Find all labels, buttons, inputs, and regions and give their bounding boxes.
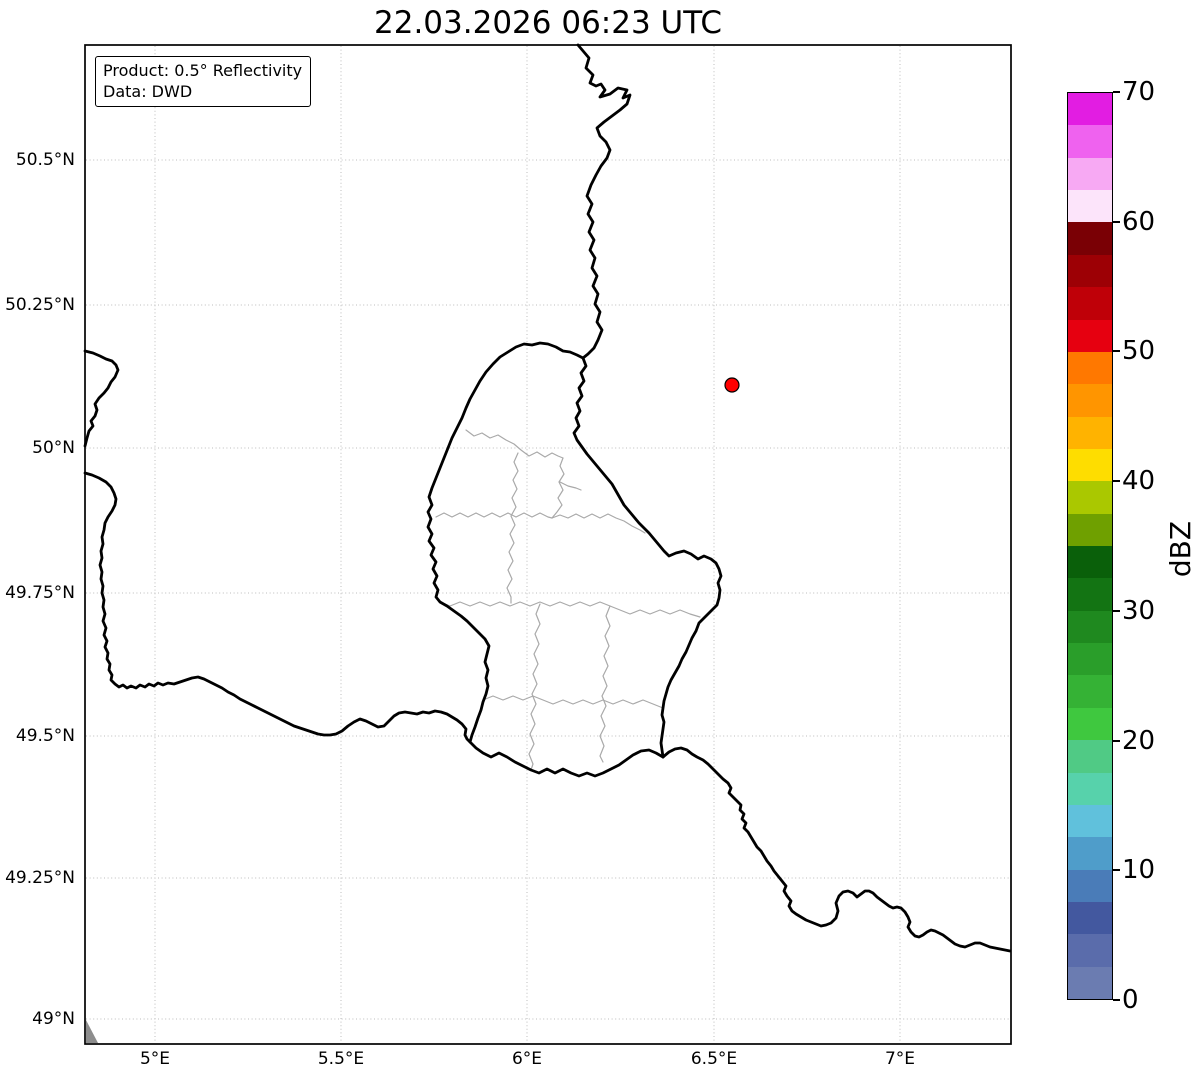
colorbar-tick [1113,91,1120,93]
country-borders [83,43,1012,953]
map-frame [84,44,1012,1045]
lon-tick-label: 5.5°E [317,1049,365,1069]
colorbar [1067,92,1113,1000]
colorbar-segment [1068,351,1112,385]
canton-borders [435,429,701,771]
canton-border-line [599,605,611,763]
radar-site-marker [724,377,740,393]
colorbar-segments [1068,93,1112,1000]
colorbar-segment [1068,966,1112,1000]
colorbar-segment [1068,643,1112,676]
colorbar-segment [1068,901,1112,935]
lat-tick-label: 50.5°N [15,150,75,170]
canton-border-line [439,601,701,618]
colorbar-tick-label: 30 [1122,596,1156,626]
country-border-fr-be-south [83,471,472,744]
lat-tick-label: 50°N [32,438,75,458]
colorbar-segment [1068,675,1112,708]
colorbar-segment [1068,546,1112,579]
colorbar-tick [1113,350,1120,352]
colorbar-segment [1068,934,1112,967]
canton-border-line [465,429,564,459]
colorbar-segment [1068,319,1112,352]
lat-tick-label: 49.25°N [5,868,75,888]
colorbar-tick-label: 10 [1122,855,1156,885]
colorbar-segment [1068,448,1112,482]
product-info-box: Product: 0.5° Reflectivity Data: DWD [95,56,312,107]
lat-tick-label: 49°N [32,1009,75,1029]
data-source-line: Data: DWD [103,82,193,101]
colorbar-segment [1068,157,1112,191]
canton-border-line [435,512,553,519]
lon-tick-label: 6.5°E [690,1049,738,1069]
colorbar-tick-label: 20 [1122,726,1156,756]
colorbar-tick [1113,221,1120,223]
colorbar-segment [1068,578,1112,611]
colorbar-tick [1113,999,1120,1001]
country-border-fr-de [661,746,1012,953]
colorbar-tick-label: 50 [1122,336,1156,366]
colorbar-segment [1068,384,1112,417]
colorbar-segment [1068,707,1112,741]
figure-title: 22.03.2026 06:23 UTC [374,5,722,41]
colorbar-segment [1068,190,1112,223]
colorbar-segment [1068,254,1112,288]
graticule-gridlines [86,46,1010,1043]
colorbar-segment [1068,610,1112,644]
lat-tick-label: 49.5°N [15,726,75,746]
colorbar-segment [1068,125,1112,158]
colorbar-segment [1068,513,1112,547]
country-border-luxembourg-west [426,341,665,778]
canton-border-line [551,457,565,519]
canton-border-line [559,481,582,491]
colorbar-tick-label: 70 [1122,77,1156,107]
canton-border-line [551,513,646,534]
colorbar-axis-label: dBZ [1164,520,1197,578]
lon-tick-label: 6°E [511,1049,543,1069]
colorbar-tick-label: 60 [1122,207,1156,237]
country-border-luxembourg-east [572,356,723,759]
country-border-fr-be-north [83,349,120,448]
canton-border-line [482,695,664,709]
lat-tick-label: 50.25°N [5,295,75,315]
lat-tick-label: 49.75°N [5,583,75,603]
corner-border-sliver [86,1020,98,1043]
canton-border-line [506,452,519,604]
canton-border-line [528,603,541,771]
colorbar-tick [1113,480,1120,482]
colorbar-tick [1113,869,1120,871]
colorbar-tick-label: 0 [1122,985,1139,1015]
colorbar-segment [1068,481,1112,514]
colorbar-segment [1068,93,1112,126]
colorbar-segment [1068,869,1112,902]
colorbar-tick-label: 40 [1122,466,1156,496]
colorbar-tick [1113,610,1120,612]
product-info-line: Product: 0.5° Reflectivity [103,61,303,80]
country-border-be-de [576,43,632,360]
colorbar-segment [1068,804,1112,838]
colorbar-tick [1113,740,1120,742]
colorbar-segment [1068,222,1112,255]
colorbar-segment [1068,287,1112,320]
colorbar-segment [1068,740,1112,773]
colorbar-segment [1068,416,1112,449]
colorbar-segment [1068,837,1112,870]
lon-tick-label: 5°E [139,1049,171,1069]
colorbar-segment [1068,772,1112,805]
lon-tick-label: 7°E [884,1049,916,1069]
